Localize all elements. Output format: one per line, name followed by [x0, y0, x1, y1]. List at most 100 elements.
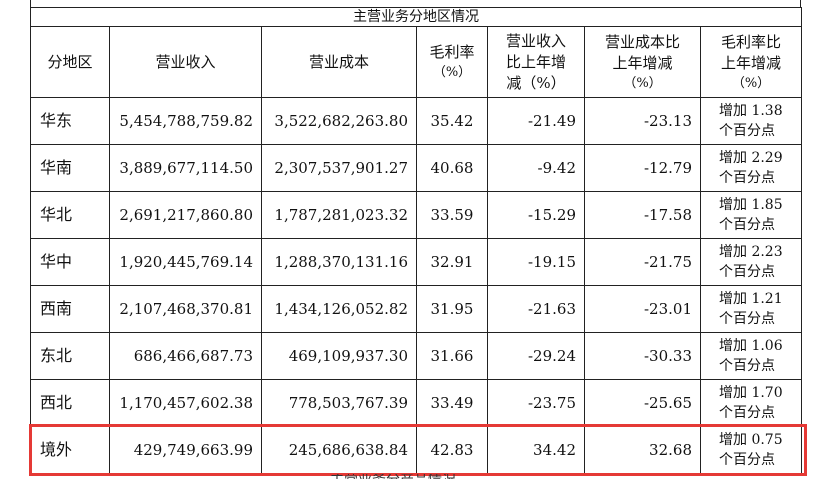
cell-region: 华南 — [30, 144, 110, 192]
cell-margin: 42.83 — [416, 426, 488, 474]
header-revenue-change: 营业收入 比上年增 减（%） — [487, 26, 585, 98]
cell-cost: 3,522,682,263.80 — [261, 97, 417, 145]
margin-change-line1: 增加 1.70 — [719, 385, 783, 401]
cell-cost: 245,686,638.84 — [261, 426, 417, 474]
cell-region: 华北 — [30, 191, 110, 239]
margin-change-line2: 个百分点 — [719, 405, 775, 421]
table-top-stub-right — [800, 0, 801, 7]
cell-margin: 35.42 — [416, 97, 488, 145]
cell-revenue-change: -19.15 — [487, 238, 585, 286]
cell-cost: 2,307,537,901.27 — [261, 144, 417, 192]
cell-region: 华中 — [30, 238, 110, 286]
table-top-stub-left — [30, 0, 31, 7]
cell-cost-change: -25.65 — [584, 379, 701, 427]
header-margin-change-line3: （%） — [731, 75, 771, 91]
margin-change-line1: 增加 1.38 — [719, 103, 783, 119]
cell-cost: 778,503,767.39 — [261, 379, 417, 427]
cell-revenue: 686,466,687.73 — [109, 332, 262, 380]
cell-revenue: 1,920,445,769.14 — [109, 238, 262, 286]
table-row: 华北 2,691,217,860.80 1,787,281,023.32 33.… — [30, 191, 802, 239]
header-cost: 营业成本 — [261, 26, 417, 98]
margin-change-line1: 增加 1.85 — [719, 197, 783, 213]
cell-margin-change: 增加 1.85 个百分点 — [700, 191, 802, 239]
cell-cost-change: -17.58 — [584, 191, 701, 239]
cell-cost: 1,288,370,131.16 — [261, 238, 417, 286]
cell-cost: 1,787,281,023.32 — [261, 191, 417, 239]
cell-margin: 32.91 — [416, 238, 488, 286]
cell-region: 华东 — [30, 97, 110, 145]
header-margin-line1: 毛利率 — [429, 43, 475, 61]
table-row: 华南 3,889,677,114.50 2,307,537,901.27 40.… — [30, 144, 802, 192]
cell-revenue: 2,107,468,370.81 — [109, 285, 262, 333]
margin-change-line1: 增加 2.23 — [719, 244, 783, 260]
header-margin: 毛利率 （%） — [416, 26, 488, 98]
margin-change-line2: 个百分点 — [719, 311, 775, 327]
cell-margin-change: 增加 1.70 个百分点 — [700, 379, 802, 427]
cell-revenue-change: -21.63 — [487, 285, 585, 333]
cell-revenue-change: -15.29 — [487, 191, 585, 239]
cell-region: 东北 — [30, 332, 110, 380]
cell-revenue: 429,749,663.99 — [109, 426, 262, 474]
margin-change-line1: 增加 2.29 — [719, 150, 783, 166]
header-revenue-change-line2: 比上年增 — [505, 52, 566, 71]
cell-revenue: 5,454,788,759.82 — [109, 97, 262, 145]
cell-revenue-change: -23.75 — [487, 379, 585, 427]
cell-region: 境外 — [30, 426, 110, 474]
cell-revenue-change: -29.24 — [487, 332, 585, 380]
cell-margin-change: 增加 2.29 个百分点 — [700, 144, 802, 192]
cell-cost: 469,109,937.30 — [261, 332, 417, 380]
cell-revenue: 1,170,457,602.38 — [109, 379, 262, 427]
header-cost-change-line1: 营业成本比 — [604, 32, 680, 51]
table-row: 华中 1,920,445,769.14 1,288,370,131.16 32.… — [30, 238, 802, 286]
header-revenue-change-line3: 减（%） — [506, 73, 566, 92]
margin-change-line2: 个百分点 — [719, 217, 775, 233]
header-margin-line2: （%） — [432, 65, 472, 80]
header-margin-change: 毛利率比 上年增减 （%） — [700, 26, 802, 98]
cell-cost-change: -23.01 — [584, 285, 701, 333]
table-row: 西北 1,170,457,602.38 778,503,767.39 33.49… — [30, 379, 802, 427]
margin-change-line2: 个百分点 — [719, 358, 775, 374]
header-margin-change-line2: 上年增减 — [720, 53, 781, 72]
cell-margin: 31.66 — [416, 332, 488, 380]
table-row: 东北 686,466,687.73 469,109,937.30 31.66 -… — [30, 332, 802, 380]
cell-revenue-change: -9.42 — [487, 144, 585, 192]
cell-revenue: 3,889,677,114.50 — [109, 144, 262, 192]
table-row-highlighted: 境外 429,749,663.99 245,686,638.84 42.83 3… — [30, 426, 802, 474]
header-cost-change: 营业成本比 上年增减 （%） — [584, 26, 701, 98]
cell-margin: 31.95 — [416, 285, 488, 333]
table-row: 西南 2,107,468,370.81 1,434,126,052.82 31.… — [30, 285, 802, 333]
header-cost-change-line2: 上年增减 — [612, 53, 673, 72]
cell-margin-change: 增加 1.06 个百分点 — [700, 332, 802, 380]
cell-revenue: 2,691,217,860.80 — [109, 191, 262, 239]
margin-change-line2: 个百分点 — [719, 170, 775, 186]
cell-margin-change: 增加 1.38 个百分点 — [700, 97, 802, 145]
margin-change-line2: 个百分点 — [719, 264, 775, 280]
next-section-title-cut: 主营业务分产品情况 — [330, 474, 530, 479]
cell-revenue-change: 34.42 — [487, 426, 585, 474]
header-margin-change-line1: 毛利率比 — [720, 32, 781, 51]
cell-cost-change: 32.68 — [584, 426, 701, 474]
cell-margin: 33.49 — [416, 379, 488, 427]
header-revenue: 营业收入 — [109, 26, 262, 98]
header-cost-change-line3: （%） — [623, 75, 662, 91]
cell-region: 西南 — [30, 285, 110, 333]
margin-change-line2: 个百分点 — [719, 123, 775, 139]
cell-margin: 40.68 — [416, 144, 488, 192]
cell-region: 西北 — [30, 379, 110, 427]
table-title: 主营业务分地区情况 — [30, 7, 802, 27]
table-row: 华东 5,454,788,759.82 3,522,682,263.80 35.… — [30, 97, 802, 145]
margin-change-line1: 增加 0.75 — [719, 432, 783, 448]
cell-margin-change: 增加 0.75 个百分点 — [700, 426, 802, 474]
cell-cost-change: -23.13 — [584, 97, 701, 145]
cell-margin-change: 增加 2.23 个百分点 — [700, 238, 802, 286]
cell-cost-change: -30.33 — [584, 332, 701, 380]
cell-cost-change: -12.79 — [584, 144, 701, 192]
margin-change-line1: 增加 1.06 — [719, 338, 783, 354]
cell-revenue-change: -21.49 — [487, 97, 585, 145]
cell-cost-change: -21.75 — [584, 238, 701, 286]
regional-revenue-table: 主营业务分地区情况 分地区 营业收入 营业成本 毛利率 （%） 营业收入 比上年… — [30, 7, 802, 474]
header-region: 分地区 — [30, 26, 110, 98]
header-revenue-change-line1: 营业收入 — [505, 31, 566, 50]
margin-change-line1: 增加 1.21 — [719, 291, 783, 307]
cell-cost: 1,434,126,052.82 — [261, 285, 417, 333]
